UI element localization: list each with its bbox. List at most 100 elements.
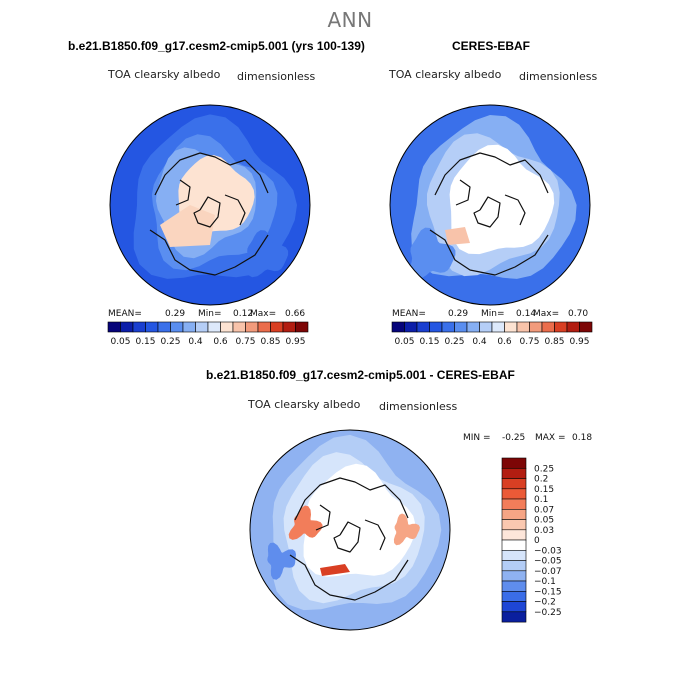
map-difference-border xyxy=(249,429,451,631)
colorbar-model-swatch xyxy=(157,321,171,333)
panel1-min-value: 0.12 xyxy=(233,309,254,319)
map-ceres xyxy=(390,105,590,305)
colorbar-diff-tick-label: −0.1 xyxy=(534,577,556,587)
coastline xyxy=(149,229,269,276)
colorbar-diff-tick-label: 0.2 xyxy=(534,475,548,485)
colorbar-model-swatch xyxy=(107,321,121,333)
colorbar-diff-tick-label: −0.03 xyxy=(534,546,562,556)
map-difference xyxy=(250,430,450,630)
colorbar-model-swatch xyxy=(282,321,296,333)
colorbar-ceres-swatch xyxy=(579,321,593,333)
colorbar-ceres-swatch xyxy=(429,321,443,333)
colorbar-ceres-swatch xyxy=(566,321,580,333)
colorbar-diff-tick-label: −0.2 xyxy=(534,598,556,608)
colorbar-model-swatch xyxy=(245,321,259,333)
colorbar-ceres-tick-label: 0.4 xyxy=(472,337,487,347)
panel2-title: CERES-EBAF xyxy=(452,39,531,53)
colorbar-model-swatch xyxy=(232,321,246,333)
coastline xyxy=(154,152,269,196)
panel3-max-label: MAX = xyxy=(535,433,566,443)
colorbar-diff-swatch xyxy=(501,549,527,561)
colorbar-diff-tick-label: 0.03 xyxy=(534,526,554,536)
colorbar-ceres-swatch xyxy=(391,321,405,333)
colorbar-diff-swatch xyxy=(501,539,527,551)
panel1-units: dimensionless xyxy=(237,70,316,83)
map-model xyxy=(110,105,310,305)
colorbar-model-tick-label: 0.85 xyxy=(260,337,280,347)
colorbar-diff-swatch xyxy=(501,508,527,520)
colorbar-ceres-swatch xyxy=(416,321,430,333)
colorbar-model-tick-label: 0.6 xyxy=(213,337,228,347)
colorbar-ceres-swatch xyxy=(554,321,568,333)
colorbar-model-swatch xyxy=(145,321,159,333)
colorbar-ceres-tick-label: 0.05 xyxy=(394,337,414,347)
panel3-units: dimensionless xyxy=(379,400,458,413)
coastline xyxy=(315,504,331,531)
colorbar-model-swatch xyxy=(257,321,271,333)
coastline xyxy=(224,194,246,226)
panel1-max-label: Max= xyxy=(250,309,277,319)
colorbar-model-tick-label: 0.4 xyxy=(188,337,203,347)
colorbar-ceres-tick-label: 0.85 xyxy=(544,337,564,347)
colorbar-ceres-swatch xyxy=(541,321,555,333)
coastline xyxy=(429,229,549,276)
colorbar-model-swatch xyxy=(170,321,184,333)
panel1-max-value: 0.66 xyxy=(285,309,306,319)
panel2-mean-value: 0.29 xyxy=(448,309,469,319)
panel2-max-label: Max= xyxy=(533,309,560,319)
colorbar-diff-tick-label: 0.25 xyxy=(534,464,554,474)
panel1-mean-value: 0.29 xyxy=(165,309,186,319)
colorbar-ceres-tick-label: 0.75 xyxy=(519,337,539,347)
map-ceres-border xyxy=(389,104,591,306)
colorbar-diff-swatch xyxy=(501,498,527,510)
colorbar-diff-tick-label: −0.05 xyxy=(534,557,562,567)
panel1-variable: TOA clearsky albedo xyxy=(108,68,221,81)
colorbar-model-swatch xyxy=(195,321,209,333)
colorbar-diff-swatch xyxy=(501,478,527,490)
colorbar-diff-tick-label: −0.15 xyxy=(534,587,562,597)
colorbar-model-swatch xyxy=(132,321,146,333)
colorbar-diff-swatch xyxy=(501,467,527,479)
colorbar-diff-swatch xyxy=(501,529,527,541)
panel3-min-value: -0.25 xyxy=(502,433,526,443)
colorbar-model-swatch xyxy=(120,321,134,333)
colorbar-ceres-swatch xyxy=(441,321,455,333)
panel3-variable: TOA clearsky albedo xyxy=(248,398,361,411)
colorbar-model-swatch xyxy=(270,321,284,333)
colorbar-model-swatch xyxy=(220,321,234,333)
colorbar-diff-tick-label: 0.05 xyxy=(534,516,554,526)
colorbar-diff-swatch xyxy=(501,611,527,623)
panel1-title: b.e21.B1850.f09_g17.cesm2-cmip5.001 (yrs… xyxy=(68,39,365,53)
colorbar-diff-tick-label: −0.07 xyxy=(534,567,562,577)
colorbar-model-tick-label: 0.05 xyxy=(110,337,130,347)
colorbar-ceres-tick-label: 0.15 xyxy=(419,337,439,347)
colorbar-ceres-swatch xyxy=(516,321,530,333)
colorbar-diff-swatch xyxy=(501,488,527,500)
panel2-variable: TOA clearsky albedo xyxy=(389,68,502,81)
coastline xyxy=(175,179,191,206)
colorbar-model-swatch xyxy=(207,321,221,333)
colorbar-ceres-swatch xyxy=(491,321,505,333)
panel2-units: dimensionless xyxy=(519,70,598,83)
coastline xyxy=(193,196,221,228)
colorbar-diff-tick-label: −0.25 xyxy=(534,608,562,618)
colorbar-ceres-tick-label: 0.25 xyxy=(444,337,464,347)
panel2-max-value: 0.70 xyxy=(568,309,589,319)
colorbar-diff-swatch xyxy=(501,457,527,469)
panel3-min-label: MIN = xyxy=(463,433,491,443)
colorbar-model-tick-label: 0.75 xyxy=(235,337,255,347)
panel3-max-value: 0.18 xyxy=(572,433,593,443)
panel2-mean-label: MEAN= xyxy=(392,309,426,319)
coastline xyxy=(294,477,409,521)
colorbar-ceres-swatch xyxy=(529,321,543,333)
colorbar-model-tick-label: 0.15 xyxy=(135,337,155,347)
colorbar-model-swatch xyxy=(182,321,196,333)
colorbar-diff-swatch xyxy=(501,519,527,531)
coastline xyxy=(289,554,409,601)
coastline xyxy=(504,194,526,226)
coastline xyxy=(364,519,386,551)
colorbar-ceres-swatch xyxy=(479,321,493,333)
panel1-min-label: Min= xyxy=(198,309,222,319)
colorbar-diff-tick-label: 0.07 xyxy=(534,505,554,515)
